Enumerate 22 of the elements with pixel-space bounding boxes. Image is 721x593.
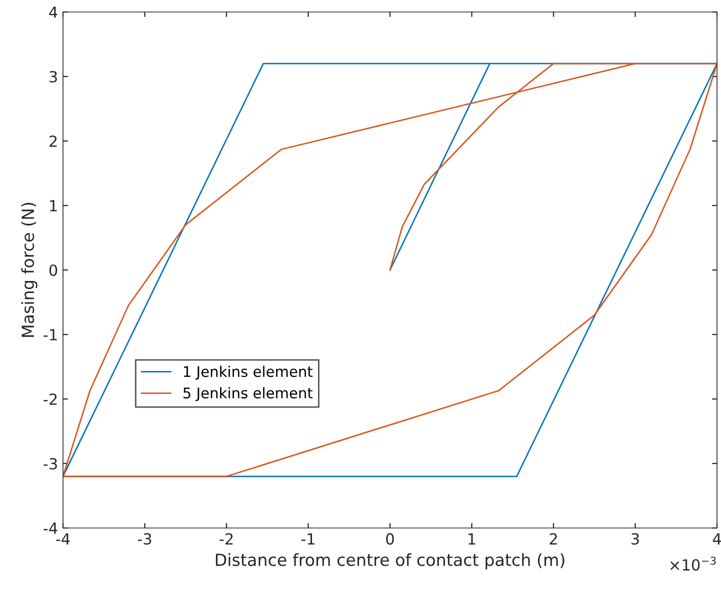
y-tick-label: -3 bbox=[44, 458, 57, 470]
y-tick-label: -2 bbox=[44, 393, 57, 405]
y-tick-label: 0 bbox=[49, 264, 58, 276]
y-tick-label: -4 bbox=[44, 522, 58, 534]
x-tick-label: 1 bbox=[468, 533, 476, 544]
y-tick-label: 2 bbox=[50, 135, 57, 147]
legend-label: 1 Jenkins element bbox=[184, 366, 313, 380]
y-tick-label: 1 bbox=[50, 200, 57, 212]
x-tick-label: 4 bbox=[712, 533, 721, 544]
x-axis-title: Distance from centre of contact patch (m) bbox=[216, 553, 564, 570]
x-tick-label: 3 bbox=[632, 533, 639, 545]
x-tick-label: -1 bbox=[301, 533, 314, 544]
x-tick-label: 2 bbox=[550, 533, 557, 544]
y-axis-title: Masing force (N) bbox=[21, 202, 38, 337]
text: ×10$^{−3}$ bbox=[670, 556, 716, 571]
x-tick-label: -3 bbox=[138, 533, 152, 545]
y-tick-label: 4 bbox=[49, 6, 58, 18]
legend-label: 5 Jenkins element bbox=[183, 387, 313, 402]
x-tick-label: -2 bbox=[220, 533, 233, 544]
x-tick-label: 0 bbox=[386, 533, 394, 545]
y-tick-label: -1 bbox=[44, 329, 57, 340]
y-tick-label: 3 bbox=[50, 70, 57, 83]
